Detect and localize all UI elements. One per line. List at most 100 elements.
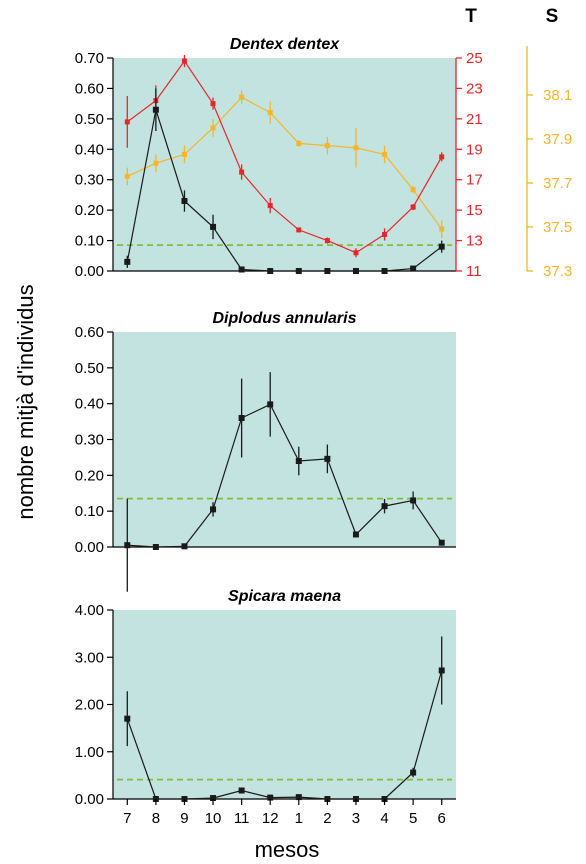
x-tick-label: 10 [205, 810, 222, 827]
temperature-marker [353, 250, 359, 256]
abundance-marker [438, 243, 445, 250]
temperature-marker [324, 238, 330, 244]
salinity-marker [324, 143, 330, 149]
temperature-marker [439, 154, 445, 160]
x-tick-label: 4 [380, 810, 388, 827]
y-tick-label: 1.00 [75, 744, 104, 761]
salinity-marker [296, 140, 302, 146]
x-tick-label: 3 [352, 810, 360, 827]
abundance-marker [352, 531, 359, 538]
y-tick-label: 2.00 [75, 697, 104, 714]
abundance-line [126, 109, 443, 272]
y-tick-label: 0.00 [75, 791, 104, 808]
temperature-marker [124, 119, 130, 125]
abundance-marker [267, 268, 274, 274]
temperature-marker [210, 101, 216, 107]
plot-area [113, 58, 456, 271]
abundance-line [126, 670, 443, 800]
salinity-marker [153, 160, 159, 166]
temperature-tick-label: 19 [466, 141, 483, 158]
y-tick-label: 4.00 [75, 602, 104, 619]
abundance-marker [438, 539, 445, 546]
temperature-marker [296, 227, 302, 233]
abundance-marker [210, 223, 217, 230]
abundance-marker [410, 497, 417, 504]
abundance-line [127, 403, 443, 548]
salinity-marker [267, 110, 273, 116]
y-tick-label: 0.70 [75, 50, 104, 67]
abundance-marker [410, 265, 417, 272]
temperature-marker [382, 231, 388, 237]
temperature-marker [239, 169, 245, 175]
temperature-tick-label: 25 [466, 50, 483, 67]
temperature-line [126, 59, 443, 254]
x-tick-label: 11 [234, 810, 250, 827]
abundance-marker [352, 268, 359, 274]
temperature-marker [410, 204, 416, 210]
abundance-marker [267, 401, 274, 408]
salinity-tick-label: 37.5 [543, 219, 572, 236]
abundance-marker [295, 458, 302, 464]
y-tick-label: 0.10 [75, 233, 104, 250]
abundance-marker [124, 258, 131, 265]
x-tick-label: 5 [409, 810, 417, 827]
salinity-marker [439, 226, 445, 232]
salinity-marker [210, 125, 216, 131]
salinity-tick-label: 37.7 [543, 175, 572, 192]
salinity-marker [181, 151, 187, 157]
y-tick-label: 0.50 [75, 360, 104, 377]
y-tick-label: 0.40 [75, 141, 104, 158]
salinity-line [127, 96, 443, 230]
y-tick-label: 0.30 [75, 172, 104, 189]
salinity-header: S [546, 6, 559, 27]
abundance-marker [324, 268, 331, 274]
abundance-marker [210, 506, 217, 513]
y-tick-label: 0.50 [75, 111, 104, 128]
abundance-marker [267, 794, 274, 801]
y-axis-label: nombre mitjà d'individus [13, 284, 38, 519]
temperature-tick-label: 13 [466, 233, 483, 250]
panel-title: Spicara maena [228, 588, 341, 605]
abundance-marker [238, 266, 245, 273]
salinity-tick-label: 37.9 [543, 131, 572, 148]
abundance-marker [381, 503, 388, 510]
abundance-marker [181, 198, 188, 205]
salinity-tick-label: 37.3 [543, 263, 572, 280]
y-tick-label: 0.20 [75, 467, 104, 484]
x-tick-label: 1 [295, 810, 303, 827]
temperature-tick-label: 21 [466, 111, 483, 128]
y-tick-label: 0.00 [75, 263, 104, 280]
x-tick-label: 7 [123, 810, 131, 827]
y-tick-label: 0.40 [75, 396, 104, 413]
y-tick-label: 3.00 [75, 649, 104, 666]
abundance-marker [381, 268, 388, 274]
x-tick-label: 6 [438, 810, 446, 827]
panel-title: Diplodus annularis [212, 310, 356, 327]
abundance-marker [295, 794, 302, 801]
x-tick-label: 8 [152, 810, 160, 827]
abundance-marker [181, 543, 188, 550]
x-tick-label: 12 [262, 810, 279, 827]
temperature-tick-label: 11 [466, 263, 482, 280]
y-tick-label: 0.60 [75, 80, 104, 97]
temperature-tick-label: 23 [466, 80, 483, 97]
salinity-marker [353, 145, 359, 151]
abundance-marker [124, 715, 131, 722]
salinity-marker [382, 151, 388, 157]
abundance-marker [152, 106, 159, 113]
plot-area [113, 332, 456, 547]
abundance-marker [295, 268, 302, 274]
x-tick-label: 2 [323, 810, 331, 827]
salinity-marker [124, 173, 130, 179]
panel-title: Dentex dentex [230, 36, 340, 53]
salinity-tick-label: 38.1 [543, 87, 572, 104]
abundance-marker [324, 455, 331, 462]
plot-area [113, 610, 456, 799]
abundance-marker [410, 769, 417, 776]
x-tick-label: 9 [180, 810, 188, 827]
x-axis-label: mesos [255, 837, 320, 862]
temperature-header: T [465, 6, 477, 27]
temperature-marker [181, 58, 187, 64]
y-tick-label: 0.10 [75, 503, 104, 520]
abundance-marker [210, 795, 217, 802]
